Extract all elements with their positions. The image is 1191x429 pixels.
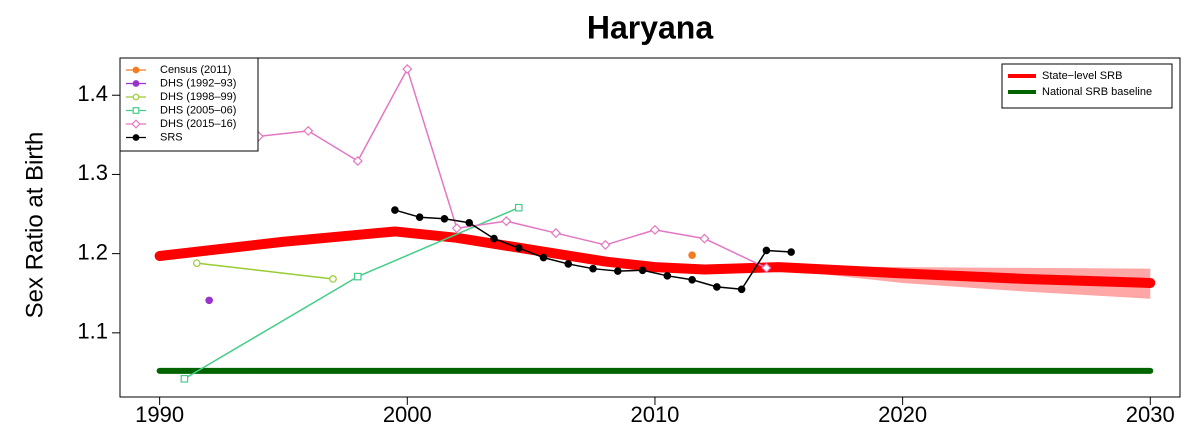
marker xyxy=(649,224,661,235)
marker xyxy=(192,259,201,267)
marker xyxy=(762,246,771,255)
y-axis-label: Sex Ratio at Birth xyxy=(21,132,48,319)
marker xyxy=(539,253,548,262)
legend-marker xyxy=(132,134,140,141)
legend-label: DHS (2005–06) xyxy=(160,104,236,116)
marker xyxy=(501,216,512,227)
marker xyxy=(713,283,721,291)
marker xyxy=(688,275,696,284)
marker xyxy=(303,125,314,136)
legend-marker xyxy=(132,66,140,74)
marker xyxy=(663,272,672,280)
y-tick-label: 1.1 xyxy=(77,319,108,344)
marker xyxy=(737,285,746,294)
x-tick-label: 2000 xyxy=(383,402,432,427)
marker xyxy=(564,260,573,268)
series-line xyxy=(196,262,334,280)
legend-box xyxy=(119,57,259,152)
marker xyxy=(402,64,413,75)
marker xyxy=(550,227,561,239)
y-tick-label: 1.4 xyxy=(77,81,108,106)
legend-label: State−level SRB xyxy=(1042,70,1122,82)
marker xyxy=(353,272,362,281)
marker xyxy=(514,244,523,252)
line xyxy=(154,226,1156,288)
chart-title: Haryana xyxy=(587,9,714,45)
legend-label: DHS (1998–99) xyxy=(160,91,236,103)
legend-label: SRS xyxy=(160,131,183,143)
legend-marker xyxy=(132,107,140,114)
legend-label: DHS (2015–16) xyxy=(160,118,236,130)
y-tick-label: 1.2 xyxy=(77,239,108,264)
marker xyxy=(415,213,424,222)
legend-label: Census (2011) xyxy=(160,64,231,76)
marker xyxy=(787,248,795,256)
marker xyxy=(614,267,622,275)
y-tick-label: 1.3 xyxy=(77,160,108,185)
marker xyxy=(391,206,399,214)
legend-label: National SRB baseline xyxy=(1042,86,1152,98)
marker xyxy=(688,251,696,260)
series-line xyxy=(208,68,768,269)
plot-frame xyxy=(119,57,1181,398)
marker xyxy=(465,218,474,227)
legend-box xyxy=(1001,63,1173,109)
x-tick-label: 1990 xyxy=(135,402,184,427)
marker xyxy=(589,264,597,273)
marker xyxy=(699,233,710,244)
marker xyxy=(180,374,189,383)
marker xyxy=(600,239,611,250)
marker xyxy=(329,275,337,283)
legend-label: DHS (1992–93) xyxy=(160,77,236,89)
marker xyxy=(490,234,498,243)
marker xyxy=(451,223,462,234)
x-tick-label: 2010 xyxy=(630,402,679,427)
marker xyxy=(514,203,523,212)
x-tick-label: 2020 xyxy=(878,402,927,427)
marker xyxy=(761,262,772,273)
marker xyxy=(440,214,449,223)
marker xyxy=(205,296,213,305)
marker xyxy=(638,266,647,275)
x-tick-label: 2030 xyxy=(1126,402,1175,427)
legend-marker xyxy=(132,80,140,87)
legend-marker xyxy=(132,93,140,101)
legend-marker xyxy=(131,119,141,129)
marker xyxy=(352,155,363,167)
